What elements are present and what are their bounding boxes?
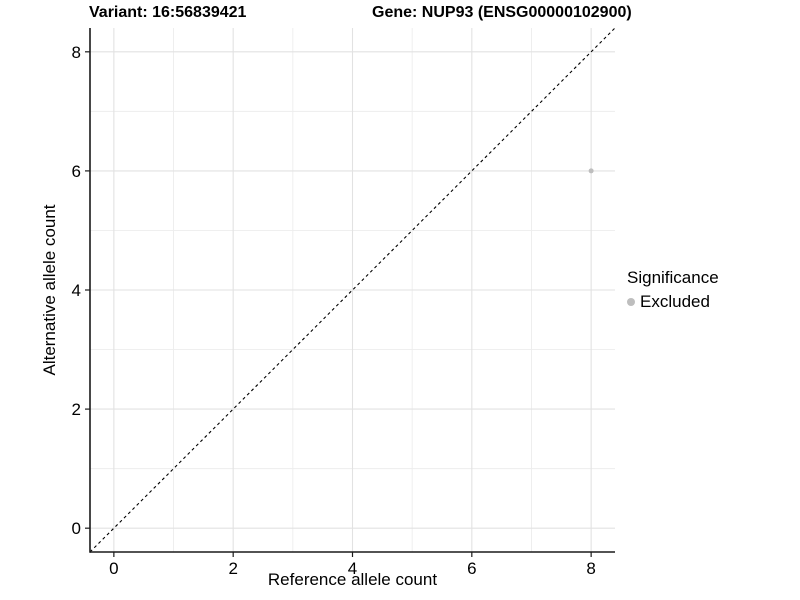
x-tick-label: 6 <box>467 559 476 578</box>
plot-title-variant: Variant: 16:56839421 <box>89 4 247 21</box>
x-tick-label: 4 <box>348 559 357 578</box>
legend: Significance Excluded <box>627 268 719 312</box>
y-tick-label: 0 <box>72 519 81 538</box>
y-tick-label: 4 <box>72 281 81 300</box>
x-tick-label: 8 <box>586 559 595 578</box>
x-axis-title: Reference allele count <box>267 570 438 589</box>
y-axis-title: Alternative allele count <box>40 204 59 376</box>
legend-title: Significance <box>627 268 719 287</box>
legend-entry-label: Excluded <box>640 292 710 311</box>
x-tick-label: 2 <box>228 559 237 578</box>
legend-point-icon <box>627 298 635 306</box>
y-tick-label: 2 <box>72 400 81 419</box>
identity-dashed-line <box>89 27 616 553</box>
y-tick-label: 8 <box>72 43 81 62</box>
legend-entry: Excluded <box>627 292 719 312</box>
plot-title-gene: Gene: NUP93 (ENSG00000102900) <box>372 4 632 21</box>
data-point <box>588 168 594 174</box>
y-tick-label: 6 <box>72 162 81 181</box>
x-tick-label: 0 <box>109 559 118 578</box>
